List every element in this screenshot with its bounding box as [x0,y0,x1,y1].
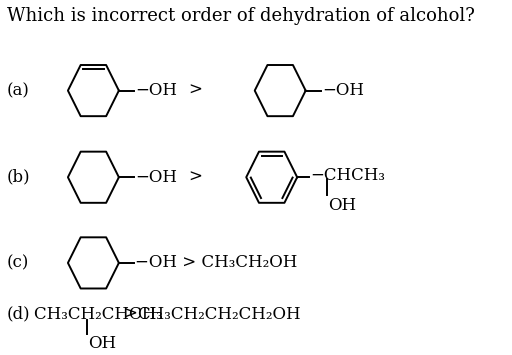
Text: CH₃CH₂CH₂CH₂OH: CH₃CH₂CH₂CH₂OH [137,306,301,323]
Text: >: > [188,169,202,186]
Text: (c): (c) [7,255,29,272]
Text: CH₃CH₂​CHCH₃: CH₃CH₂​CHCH₃ [34,306,163,323]
Text: (b): (b) [7,169,30,186]
Text: (a): (a) [7,82,30,99]
Text: −OH: −OH [135,169,177,186]
Text: −CHCH₃: −CHCH₃ [310,167,385,184]
Text: −OH: −OH [322,82,364,99]
Text: >: > [123,306,137,323]
Text: Which is incorrect order of dehydration of alcohol?: Which is incorrect order of dehydration … [7,7,475,25]
Text: −OH: −OH [135,82,177,99]
Text: >: > [188,82,202,99]
Text: OH: OH [329,197,357,214]
Text: −OH > CH₃CH₂OH: −OH > CH₃CH₂OH [135,255,297,272]
Text: (d): (d) [7,306,30,323]
Text: OH: OH [88,335,116,352]
